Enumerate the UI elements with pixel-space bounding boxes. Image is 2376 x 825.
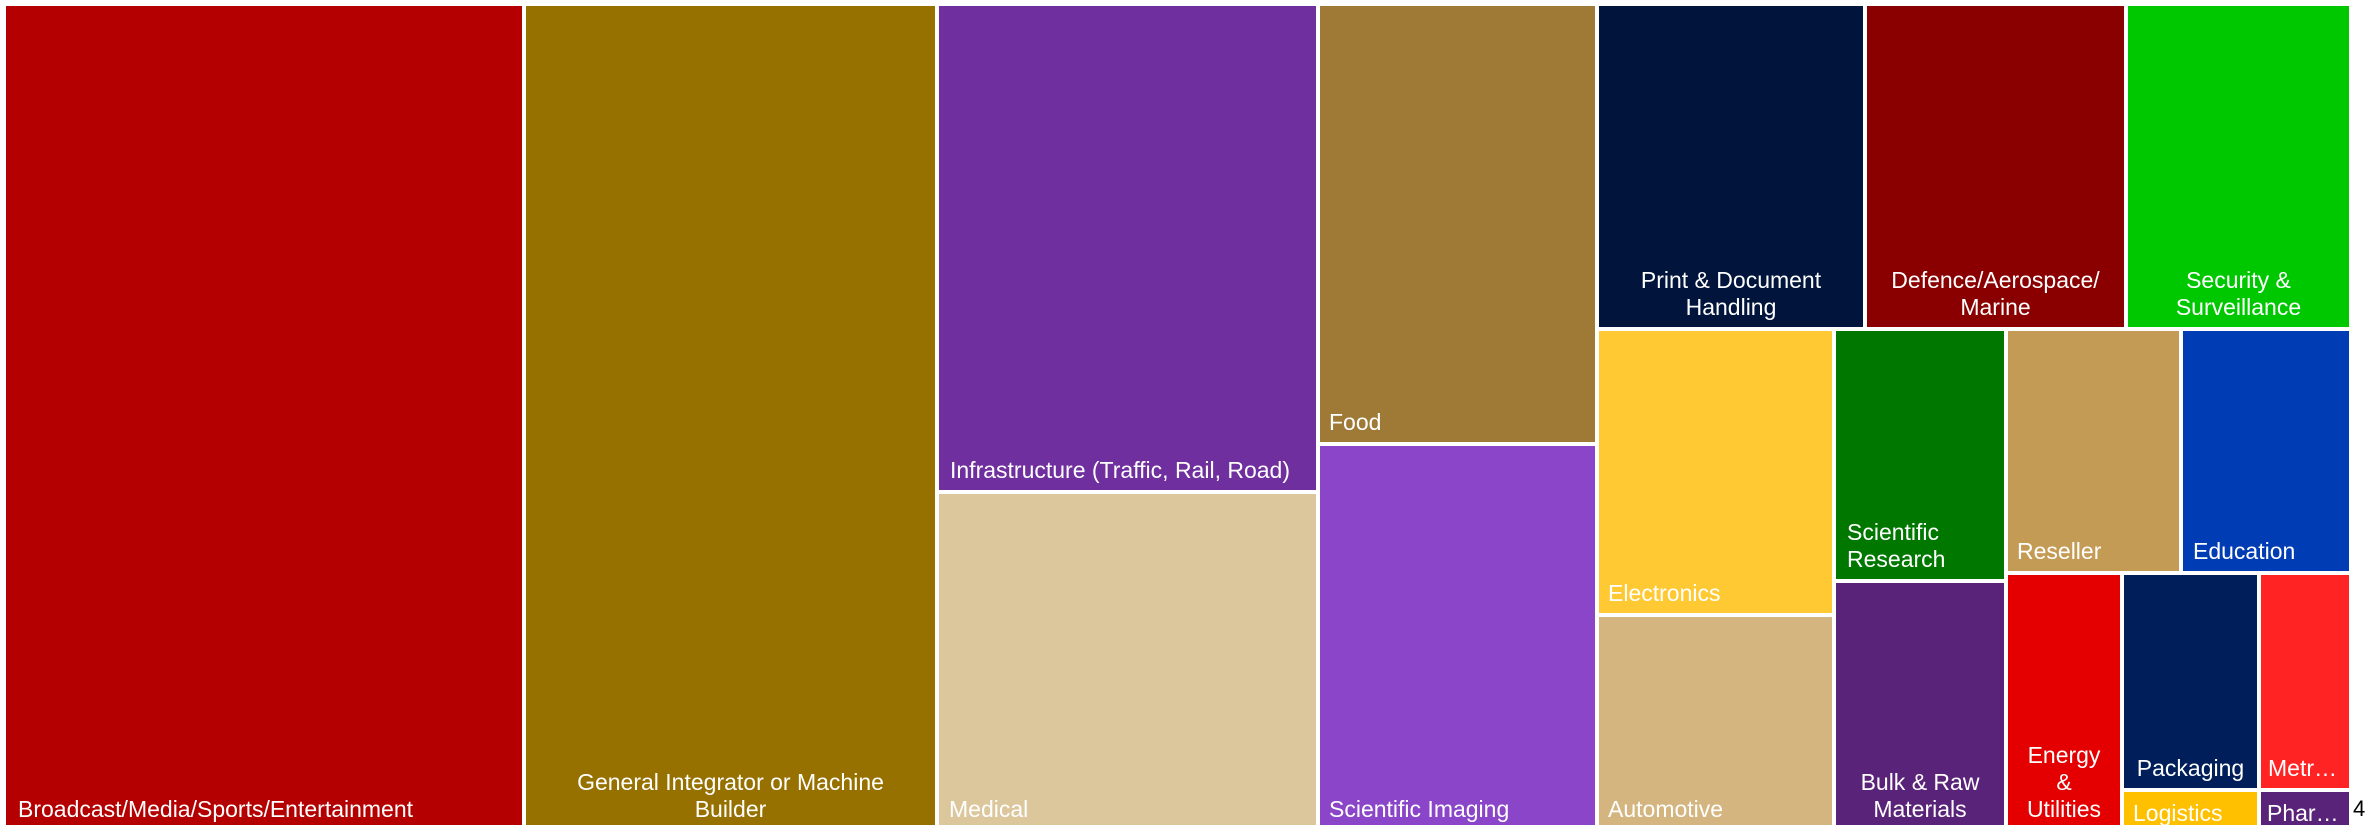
tile-label-broadcast: Broadcast/Media/Sports/Entertainment xyxy=(18,796,414,822)
tile-label-line: Packaging xyxy=(2137,755,2244,781)
tile-metr: Metr… xyxy=(2261,575,2349,788)
tile-rect-phar xyxy=(2261,792,2349,825)
tile-security: Security & Surveillance xyxy=(2128,6,2349,327)
tile-label-line: Automotive xyxy=(1608,796,1723,822)
tile-label-bulk-raw: Bulk & Raw Materials xyxy=(1861,769,1980,822)
tile-label-metr: Metr… xyxy=(2268,755,2337,781)
tile-rect-broadcast xyxy=(6,6,522,825)
tile-education: Education xyxy=(2183,331,2349,571)
tile-phar: Phar… xyxy=(2261,792,2349,825)
tile-rect-packaging xyxy=(2124,575,2257,788)
tile-label-line: Energy xyxy=(2028,742,2101,768)
tile-label-packaging: Packaging xyxy=(2137,755,2244,781)
tile-label-phar: Phar… xyxy=(2267,800,2339,825)
tile-label-line: Marine xyxy=(1960,294,2030,320)
tile-rect-metr xyxy=(2261,575,2349,788)
tile-rect-food xyxy=(1320,6,1595,442)
tile-rect-infrastructure xyxy=(939,6,1316,490)
tile-rect-education xyxy=(2183,331,2349,571)
tile-infrastructure: Infrastructure (Traffic, Rail, Road) xyxy=(939,6,1316,490)
tile-medical: Medical xyxy=(939,494,1316,825)
tile-label-line: Infrastructure (Traffic, Rail, Road) xyxy=(950,457,1290,483)
tile-broadcast: Broadcast/Media/Sports/Entertainment xyxy=(6,6,522,825)
tile-food: Food xyxy=(1320,6,1595,442)
tile-label-defence: Defence/Aerospace/Marine xyxy=(1891,267,2100,320)
tile-rect-scientific-research xyxy=(1836,331,2004,579)
tile-automotive: Automotive xyxy=(1599,617,1832,825)
tile-rect-security xyxy=(2128,6,2349,327)
tile-label-line: Print & Document xyxy=(1641,267,1822,293)
tile-label-print-document: Print & Document Handling xyxy=(1641,267,1822,320)
tile-label-line: Defence/Aerospace/ xyxy=(1891,267,2100,293)
tile-label-line: General Integrator or Machine xyxy=(577,769,884,795)
tile-label-line: Logistics xyxy=(2133,800,2222,825)
tile-label-line: Scientific xyxy=(1847,519,1939,545)
tile-label-line: Metr… xyxy=(2268,755,2337,781)
tile-label-line: Electronics xyxy=(1608,580,1720,606)
tile-rect-electronics xyxy=(1599,331,1832,613)
tile-label-line: Education xyxy=(2193,538,2295,564)
tile-label-line: Reseller xyxy=(2017,538,2102,564)
tile-scientific-imaging: Scientific Imaging xyxy=(1320,446,1595,825)
tile-energy: Energy & Utilities xyxy=(2008,575,2120,825)
tile-print-document: Print & Document Handling xyxy=(1599,6,1863,327)
tile-label-electronics: Electronics xyxy=(1608,580,1720,606)
tile-rect-bulk-raw xyxy=(1836,583,2004,825)
tile-label-logistics: Logistics xyxy=(2133,800,2222,825)
tile-rect-general-integrator xyxy=(526,6,935,825)
tile-label-line: Utilities xyxy=(2027,796,2101,822)
tile-rect-medical xyxy=(939,494,1316,825)
tile-rect-energy xyxy=(2008,575,2120,825)
tile-label-energy: Energy & Utilities xyxy=(2027,742,2101,822)
tile-electronics: Electronics xyxy=(1599,331,1832,613)
tile-label-food: Food xyxy=(1329,409,1381,435)
tile-label-line: & xyxy=(2056,769,2071,795)
tile-label-line: Security & xyxy=(2186,267,2291,293)
tile-rect-defence xyxy=(1867,6,2124,327)
tile-label-line: Food xyxy=(1329,409,1381,435)
tile-label-line: Medical xyxy=(949,796,1028,822)
tile-rect-reseller xyxy=(2008,331,2179,571)
tile-label-line: Research xyxy=(1847,546,1945,572)
tile-label-line: Builder xyxy=(695,796,767,822)
tile-scientific-research: Scientific Research xyxy=(1836,331,2004,579)
tile-label-line: Handling xyxy=(1686,294,1777,320)
tile-label-security: Security & Surveillance xyxy=(2176,267,2301,320)
tile-rect-print-document xyxy=(1599,6,1863,327)
tile-label-education: Education xyxy=(2193,538,2295,564)
tile-bulk-raw: Bulk & Raw Materials xyxy=(1836,583,2004,825)
tile-label-reseller: Reseller xyxy=(2017,538,2102,564)
tile-label-line: Phar… xyxy=(2267,800,2339,825)
tile-label-scientific-research: Scientific Research xyxy=(1847,519,1945,572)
tile-rect-logistics xyxy=(2124,792,2257,825)
tile-defence: Defence/Aerospace/Marine xyxy=(1867,6,2124,327)
tile-rect-scientific-imaging xyxy=(1320,446,1595,825)
tile-packaging: Packaging xyxy=(2124,575,2257,788)
tile-rect-automotive xyxy=(1599,617,1832,825)
tile-label-scientific-imaging: Scientific Imaging xyxy=(1329,796,1509,822)
tile-label-line: Bulk & Raw xyxy=(1861,769,1980,795)
tile-label-automotive: Automotive xyxy=(1608,796,1723,822)
tile-label-line: Scientific Imaging xyxy=(1329,796,1509,822)
tile-label-medical: Medical xyxy=(949,796,1028,822)
tile-label-infrastructure: Infrastructure (Traffic, Rail, Road) xyxy=(950,457,1290,483)
tile-logistics: Logistics xyxy=(2124,792,2257,825)
tile-label-line: Surveillance xyxy=(2176,294,2301,320)
tile-label-line: Broadcast/Media/Sports/Entertainment xyxy=(18,796,414,822)
tile-general-integrator: General Integrator or Machine Builder xyxy=(526,6,935,825)
tile-reseller: Reseller xyxy=(2008,331,2179,571)
overflow-count-label: 4 xyxy=(2353,796,2365,821)
tile-label-line: Materials xyxy=(1873,796,1966,822)
tile-label-general-integrator: General Integrator or Machine Builder xyxy=(577,769,884,822)
